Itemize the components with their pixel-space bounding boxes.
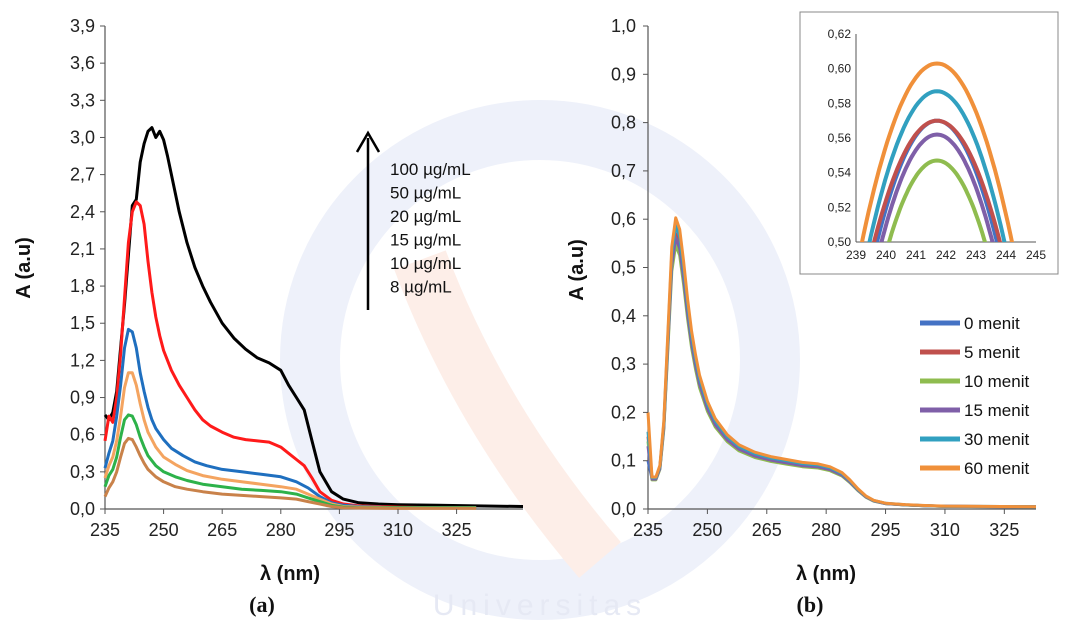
chart-a-x-tick-label: 265 [207, 520, 237, 540]
inset-x-tick-label: 243 [966, 248, 986, 262]
chart-b-y-tick-label: 0,2 [611, 402, 636, 422]
chart-b-ticks: 0,0 0,1 0,2 0,3 0,4 0,5 0,6 0,7 0,8 0,9 1,0 235 250 2… [611, 16, 1019, 540]
chart-a-series-line [103, 200, 477, 510]
chart-a-series [103, 126, 524, 510]
chart-a-y-tick-label: 2,4 [70, 202, 95, 222]
inset-series-line [879, 132, 995, 242]
chart-b-y-tick-label: 0,3 [611, 354, 636, 374]
chart-a-y-tick-label: 1,2 [70, 350, 95, 370]
inset-y-tick-label: 0,56 [828, 131, 852, 145]
chart-a-y-tick-label: 3,6 [70, 53, 95, 73]
concentration-label: 8 µg/mL [390, 278, 452, 297]
concentration-arrow [355, 130, 381, 310]
concentration-label: 100 µg/mL [390, 160, 471, 179]
inset-y-tick-label: 0,58 [828, 96, 852, 110]
concentration-label: 20 µg/mL [390, 207, 461, 226]
chart-a-x-tick-label: 310 [383, 520, 413, 540]
inset-frame [799, 11, 1059, 275]
inset-series-line [886, 158, 988, 242]
chart-b-y-tick-label: 0,7 [611, 161, 636, 181]
chart-b-series [646, 216, 1037, 509]
chart-b-y-tick-label: 0,9 [611, 64, 636, 84]
chart-b-y-tick-label: 1,0 [611, 16, 636, 36]
chart-b-y-tick-label: 0,8 [611, 113, 636, 133]
inset-x-tick-label: 244 [996, 248, 1016, 262]
chart-a-y-tick-label: 0,0 [70, 499, 95, 519]
chart-a-y-tick-label: 3,9 [70, 16, 95, 36]
chart-a-x-tick-label: 325 [442, 520, 472, 540]
chart-a-y-tick-label: 2,7 [70, 165, 95, 185]
chart-a-y-tick-label: 0,6 [70, 425, 95, 445]
concentration-label: 10 µg/mL [390, 254, 461, 273]
chart-a-x-tick-label: 250 [149, 520, 179, 540]
inset-series-line [859, 61, 1015, 242]
chart-b-x-tick-label: 280 [811, 520, 841, 540]
chart-a-x-tick-label: 235 [90, 520, 120, 540]
concentration-label: 15 µg/mL [390, 231, 461, 250]
chart-b-x-tick-label: 310 [930, 520, 960, 540]
concentration-label: 50 µg/mL [390, 184, 461, 203]
chart-b-y-tick-label: 0,1 [611, 451, 636, 471]
chart-a-y-tick-label: 3,0 [70, 127, 95, 147]
chart-b-x-tick-label: 265 [752, 520, 782, 540]
chart-b-x-tick-label: 235 [633, 520, 663, 540]
chart-a-y-tick-label: 2,1 [70, 239, 95, 259]
inset-y-tick-label: 0,50 [828, 235, 852, 249]
chart-a-ticks: 0,0 0,3 0,6 0,9 1,2 1,5 1,8 2,1 2,4 2,7 3,0 3,3 3,6 3… [70, 16, 472, 540]
chart-b-y-tick-label: 0,0 [611, 499, 636, 519]
inset-y-tick-label: 0,52 [828, 200, 852, 214]
watermark-text: Universitas [433, 589, 647, 620]
inset-x-tick-label: 242 [936, 248, 956, 262]
chart-b-y-tick-label: 0,6 [611, 209, 636, 229]
chart-a-y-axis-title: A (a.u) [13, 237, 35, 298]
chart-a-panel-label: (a) [249, 592, 275, 617]
chart-b-x-tick-label: 295 [871, 520, 901, 540]
chart-a-y-tick-label: 1,5 [70, 313, 95, 333]
inset-x-tick-label: 241 [906, 248, 926, 262]
chart-b-y-tick-label: 0,4 [611, 306, 636, 326]
chart-b-inset: 0,50 0,52 0,54 0,56 0,58 0,60 0,62 239 240 241 242… [799, 11, 1059, 275]
chart-a-x-tick-label: 295 [324, 520, 354, 540]
inset-y-tick-label: 0,60 [828, 62, 852, 76]
inset-x-tick-label: 240 [876, 248, 896, 262]
chart-a-y-tick-label: 3,3 [70, 90, 95, 110]
chart-a-x-tick-label: 280 [266, 520, 296, 540]
chart-b-y-axis-title: A (a.u) [566, 239, 588, 300]
chart-b-y-tick-label: 0,5 [611, 258, 636, 278]
watermark: Universitas [280, 100, 800, 620]
chart-panel-b: 0,0 0,1 0,2 0,3 0,4 0,5 0,6 0,7 0,8 0,9 1,0 235 250 2… [566, 11, 1059, 617]
chart-b-legend: 0 menit 5 menit 10 menit 15 menit 30 menit 60… [920, 314, 1029, 478]
inset-series-line [871, 118, 1003, 242]
legend-label: 60 menit [964, 459, 1029, 478]
inset-y-tick-label: 0,54 [828, 166, 852, 180]
legend-label: 30 menit [964, 430, 1029, 449]
concentration-labels: 100 µg/mL 50 µg/mL 20 µg/mL 15 µg/mL 10 µg/m… [390, 160, 471, 297]
inset-x-tick-label: 245 [1026, 248, 1046, 262]
chart-a-x-axis-title: λ (nm) [260, 563, 320, 585]
legend-label: 15 menit [964, 401, 1029, 420]
inset-y-tick-label: 0,62 [828, 27, 852, 41]
chart-b-panel-label: (b) [797, 592, 824, 617]
chart-b-x-tick-label: 325 [989, 520, 1019, 540]
inset-series-line [867, 89, 1007, 242]
inset-x-tick-label: 239 [846, 248, 866, 262]
chart-a-y-tick-label: 1,8 [70, 276, 95, 296]
legend-label: 0 menit [964, 314, 1020, 333]
chart-a-series-line [103, 436, 477, 510]
chart-b-x-tick-label: 250 [692, 520, 722, 540]
chart-panel-a: 0,0 0,3 0,6 0,9 1,2 1,5 1,8 2,1 2,4 2,7 3,0 3,3 3,6 3… [13, 16, 524, 617]
chart-a-y-tick-label: 0,3 [70, 462, 95, 482]
legend-label: 10 menit [964, 372, 1029, 391]
chart-b-series-line [646, 216, 1037, 509]
legend-label: 5 menit [964, 343, 1020, 362]
chart-b-x-axis-title: λ (nm) [796, 563, 856, 585]
chart-a-y-tick-label: 0,9 [70, 388, 95, 408]
